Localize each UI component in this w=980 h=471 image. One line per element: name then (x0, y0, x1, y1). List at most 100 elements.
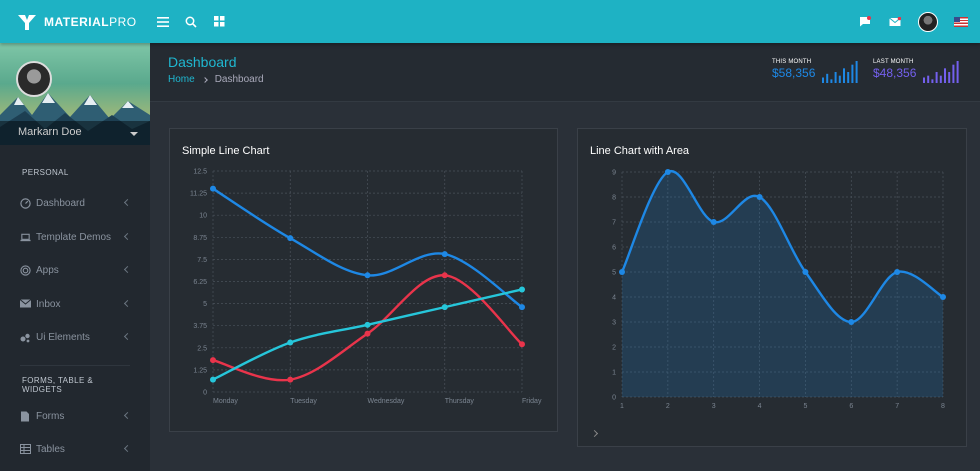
sparkline-bar (935, 72, 938, 83)
stat-value: $58,356 (772, 66, 816, 80)
message-icon[interactable] (858, 15, 872, 29)
us-flag-icon[interactable] (954, 16, 968, 27)
sparkline-bar (843, 68, 845, 83)
sidebar-item-template-demos[interactable]: Template Demos (0, 221, 150, 255)
sidebar-item-label: Tables (36, 444, 65, 456)
sparkline-bar (923, 77, 925, 83)
sparkline-bar (830, 79, 833, 83)
sidebar-item-apps[interactable]: Apps (0, 254, 150, 288)
mail-icon[interactable] (888, 15, 902, 29)
data-point (210, 357, 216, 364)
data-point (894, 269, 901, 275)
simple-line-chart: 0 1.25 2.5 3.75 5 6.25 7.5 8.75 10 11.25 12.5 Monda… (190, 169, 542, 406)
chevron-down-icon[interactable] (130, 132, 138, 136)
chevron-right-icon (201, 76, 208, 83)
nav-caption-forms: FORMS, TABLE & WIDGETS (22, 375, 94, 394)
sparkline-bar (826, 73, 829, 83)
table-icon (20, 444, 31, 455)
y-tick-label: 0 (203, 390, 207, 397)
stat-sparkline (822, 61, 858, 83)
brand-name: MATERIALPRO (44, 14, 137, 29)
data-point (364, 330, 371, 337)
data-point (287, 339, 294, 346)
sparkline-bar (931, 79, 934, 83)
sparkline-bar (939, 75, 942, 83)
data-point (519, 341, 525, 348)
profile-avatar[interactable] (16, 61, 52, 97)
sidebar-item-forms[interactable]: Forms (0, 400, 150, 434)
sidebar-item-ui-elements[interactable]: Ui Elements (0, 321, 150, 355)
bubbles-icon (20, 332, 31, 343)
profile-name[interactable]: Markarn Doe (0, 121, 150, 145)
brand-logo[interactable]: MATERIALPRO (0, 0, 150, 43)
x-tick-label: Wednesday (368, 398, 405, 405)
sidebar-item-label: Forms (36, 410, 65, 422)
sparkline-bar (948, 72, 951, 83)
nav-divider (20, 364, 130, 366)
stat-value: $48,356 (873, 66, 917, 80)
y-tick-label: 4 (612, 295, 616, 302)
chevron-left-icon (123, 444, 132, 453)
breadcrumb-home-link[interactable]: Home (168, 74, 195, 85)
data-point (441, 272, 448, 279)
card-title: Line Chart with Area (590, 145, 690, 157)
search-icon[interactable] (184, 15, 198, 29)
chevron-left-icon (123, 411, 132, 419)
user-profile: Markarn Doe (0, 43, 150, 145)
stat-this-month: THIS MONTH $58,356 (772, 59, 858, 83)
data-point (619, 269, 625, 275)
page-header: Dashboard Home Dashboard THIS MONTH $58,… (150, 43, 980, 102)
sidebar-item-inbox[interactable]: Inbox (0, 288, 150, 322)
data-point (710, 219, 717, 225)
y-tick-label: 5 (612, 270, 616, 277)
user-avatar[interactable] (918, 11, 938, 32)
data-point (519, 286, 525, 293)
y-tick-label: 12.5 (193, 169, 207, 176)
sparkline-bar (855, 61, 858, 83)
x-tick-label: Monday (213, 398, 238, 405)
stat-label: THIS MONTH (772, 59, 812, 65)
x-tick-label: Friday (522, 398, 542, 405)
sparkline-bar (822, 77, 824, 83)
sparkline-bar (944, 68, 946, 83)
y-tick-label: 7.5 (197, 257, 207, 264)
x-tick-label: 4 (758, 403, 762, 410)
y-tick-label: 10 (199, 213, 207, 220)
y-tick-label: 6.25 (193, 279, 207, 286)
sidebar-item-tables[interactable]: Tables (0, 433, 150, 467)
chevron-left-icon (123, 299, 132, 307)
sidebar: Markarn Doe PERSONAL Dashboard Template … (0, 43, 150, 471)
area-fill (622, 171, 943, 397)
y-tick-label: 3.75 (193, 323, 207, 330)
sparkline-bar (927, 75, 930, 83)
sidebar-item-label: Dashboard (36, 198, 85, 210)
data-point (848, 319, 855, 325)
x-tick-label: 2 (666, 403, 670, 410)
menu-icon[interactable] (156, 15, 170, 29)
breadcrumb-current: Dashboard (214, 74, 264, 85)
gauge-icon (20, 198, 31, 209)
grid-icon[interactable] (212, 15, 226, 29)
simple-line-chart-card: Simple Line Chart 0 1.25 2.5 3.75 5 6.25 7.5 8.… (169, 128, 558, 432)
data-point (210, 185, 216, 192)
sparkline-bar (851, 64, 854, 83)
target-icon (20, 265, 31, 276)
y-tick-label: 11.25 (190, 191, 207, 198)
y-tick-label: 6 (612, 245, 616, 252)
x-tick-label: Thursday (445, 398, 475, 405)
sparkline-bar (834, 72, 837, 83)
stat-last-month: LAST MONTH $48,356 (873, 59, 959, 83)
y-tick-label: 1.25 (193, 367, 207, 374)
sparkline-bar (956, 61, 959, 83)
file-icon (20, 411, 31, 422)
sparkline-bar (847, 72, 850, 83)
data-point (287, 376, 294, 383)
sidebar-item-dashboard[interactable]: Dashboard (0, 187, 150, 221)
nav-caption-personal: PERSONAL (22, 167, 69, 177)
data-point (664, 169, 671, 175)
x-tick-label: 6 (849, 403, 853, 410)
x-tick-label: 8 (941, 403, 945, 410)
y-tick-label: 8 (612, 195, 616, 202)
